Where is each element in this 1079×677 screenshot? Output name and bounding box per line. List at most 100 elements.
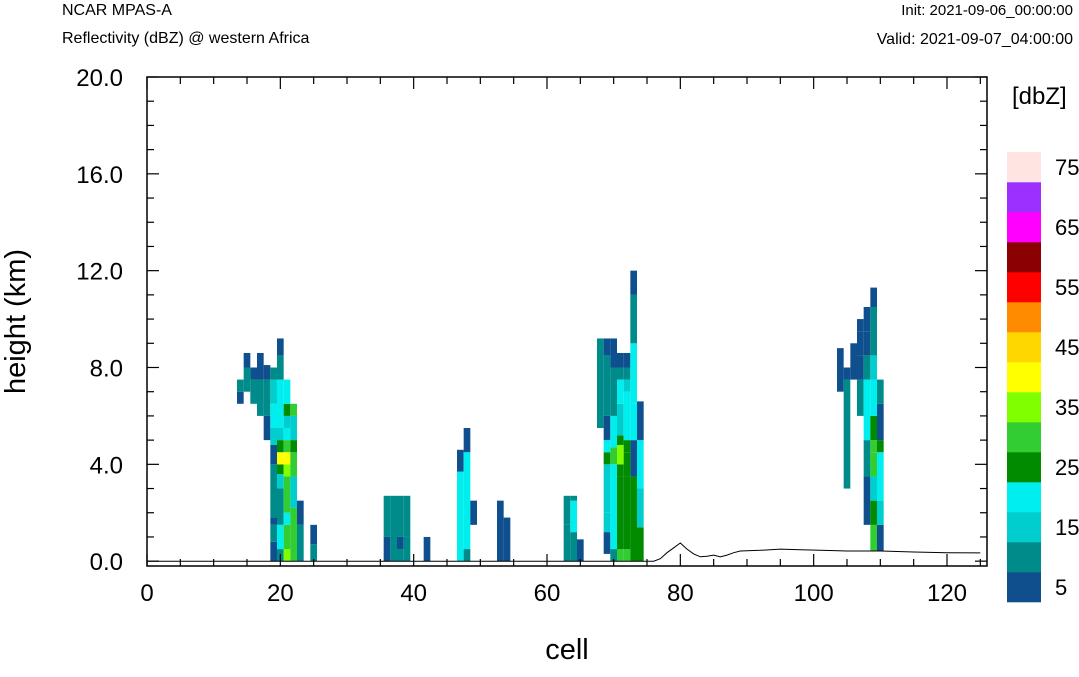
reflectivity-cell: [623, 367, 631, 380]
reflectivity-cell: [617, 403, 624, 436]
reflectivity-cell: [610, 464, 617, 550]
reflectivity-cell: [617, 476, 624, 550]
colorbar-swatch: [1007, 302, 1041, 333]
reflectivity-cell: [290, 507, 297, 562]
reflectivity-cell: [617, 549, 624, 562]
reflectivity-cell: [623, 391, 631, 441]
reflectivity-cell: [617, 379, 624, 404]
reflectivity-cell: [283, 452, 291, 465]
reflectivity-cell: [263, 365, 271, 380]
reflectivity-cell: [623, 379, 631, 392]
reflectivity-cell: [630, 403, 637, 441]
reflectivity-cell: [277, 452, 284, 465]
colorbar-label: 55: [1055, 275, 1079, 300]
reflectivity-cell: [263, 415, 271, 441]
reflectivity-cell: [857, 331, 864, 356]
reflectivity-cell: [597, 338, 604, 429]
reflectivity-cell: [570, 495, 577, 501]
reflectivity-cell: [610, 549, 617, 562]
reflectivity-cell: [870, 500, 877, 525]
reflectivity-cell: [570, 500, 577, 533]
reflectivity-cell: [857, 319, 864, 332]
y-tick-labels: 0.0 4.0 8.0 12.0 16.0 20.0: [76, 65, 123, 576]
reflectivity-cell: [843, 367, 851, 380]
x-tick-label: 0: [140, 580, 153, 607]
reflectivity-cell: [457, 449, 464, 472]
reflectivity-cell: [630, 294, 637, 344]
reflectivity-cell: [277, 488, 284, 525]
reflectivity-cell: [283, 403, 291, 416]
colorbar-label: 75: [1055, 155, 1079, 180]
reflectivity-cell: [297, 524, 304, 562]
reflectivity-cell: [563, 495, 571, 525]
reflectivity-cell: [617, 367, 624, 380]
reflectivity-cell: [277, 524, 284, 550]
reflectivity-cell: [310, 524, 317, 545]
x-tick-label: 80: [667, 580, 694, 607]
reflectivity-cell: [270, 367, 277, 380]
reflectivity-cell: [297, 500, 304, 525]
reflectivity-cell: [277, 338, 284, 356]
colorbar-label: 45: [1055, 335, 1079, 360]
y-axis-label: height (km): [0, 249, 32, 394]
reflectivity-cell: [863, 379, 871, 441]
reflectivity-cell: [390, 495, 397, 562]
reflectivity-cell: [277, 440, 284, 453]
reflectivity-cell: [870, 355, 877, 380]
reflectivity-cell: [270, 541, 277, 562]
reflectivity-cell: [837, 348, 844, 392]
colorbar-swatch: [1007, 542, 1041, 573]
reflectivity-cell: [870, 379, 877, 416]
y-tick-label: 12.0: [76, 259, 123, 286]
x-tick-label: 100: [794, 580, 834, 607]
reflectivity-cell: [243, 352, 251, 368]
reflectivity-cell: [617, 352, 624, 368]
reflectivity-cell: [870, 287, 877, 307]
reflectivity-cell: [283, 512, 291, 525]
reflectivity-cell: [863, 440, 871, 477]
reflectivity-cell: [603, 415, 611, 441]
reflectivity-cell: [270, 379, 277, 404]
x-tick-labels: 0 20 40 60 80 100 120: [140, 580, 967, 607]
reflectivity-cell: [877, 379, 884, 404]
reflectivity-cell: [623, 452, 631, 477]
reflectivity-cell: [277, 355, 284, 380]
reflectivity-cell: [603, 532, 611, 554]
reflectivity-cell: [637, 527, 644, 562]
reflectivity-cell: [617, 444, 624, 465]
reflectivity-cell: [877, 440, 884, 453]
reflectivity-cell: [877, 500, 884, 525]
reflectivity-cell: [637, 488, 644, 528]
reflectivity-cell: [877, 452, 884, 501]
reflectivity-cell: [237, 391, 244, 404]
x-tick-label: 40: [400, 580, 427, 607]
reflectivity-cell: [290, 452, 297, 477]
reflectivity-cell: [630, 270, 637, 295]
reflectivity-cell: [470, 500, 477, 525]
colorbar-label: 5: [1055, 575, 1067, 600]
reflectivity-cell: [637, 401, 644, 441]
reflectivity-cell: [863, 476, 871, 525]
reflectivity-cell: [423, 536, 431, 562]
plot-frame: [146, 76, 988, 567]
reflectivity-cell: [270, 428, 277, 445]
reflectivity-cell: [877, 403, 884, 441]
reflectivity-cell: [257, 379, 264, 416]
reflectivity-cell: [310, 544, 317, 562]
x-tick-label: 60: [534, 580, 561, 607]
reflectivity-cell: [277, 474, 284, 489]
reflectivity-cell: [270, 444, 277, 465]
reflectivity-cell: [577, 539, 584, 562]
terrain-profile: [147, 542, 981, 562]
reflectivity-cell: [270, 517, 277, 525]
reflectivity-cell: [623, 549, 631, 562]
colorbar-label: 25: [1055, 455, 1079, 480]
reflectivity-cell: [863, 306, 871, 332]
colorbar-label: 35: [1055, 395, 1079, 420]
colorbar-swatch: [1007, 212, 1041, 243]
colorbar-swatch: [1007, 422, 1041, 453]
colorbar-unit-label: [dbZ]: [1012, 83, 1067, 110]
reflectivity-cell: [630, 476, 637, 562]
reflectivity-cell: [270, 464, 277, 518]
colorbar-swatch: [1007, 572, 1041, 603]
